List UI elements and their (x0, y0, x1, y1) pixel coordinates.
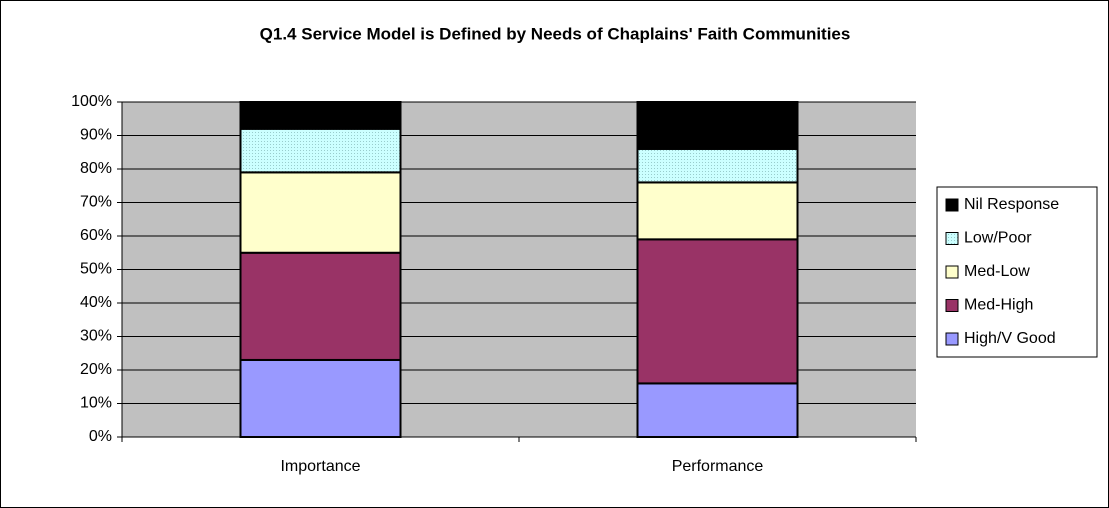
bar-segment (239, 358, 402, 439)
legend-label: Med-High (964, 297, 1033, 314)
y-tick-label: 60% (80, 227, 112, 244)
y-tick-label: 50% (80, 261, 112, 278)
y-tick-label: 100% (71, 93, 112, 110)
x-tick-label: Performance (672, 458, 764, 475)
legend-swatch (945, 332, 959, 346)
legend-swatch (945, 299, 959, 312)
y-tick-label: 40% (80, 294, 112, 311)
bar-segment (239, 101, 402, 130)
bar-segment (636, 101, 799, 150)
bar-segment (239, 127, 402, 174)
bar-segment (239, 171, 402, 254)
y-tick-label: 90% (80, 127, 112, 144)
y-tick-label: 70% (80, 194, 112, 211)
legend-label: Nil Response (964, 196, 1059, 213)
legend-box (936, 186, 1098, 358)
legend-swatch (945, 198, 959, 212)
bar-segment (636, 382, 799, 438)
y-tick-label: 0% (89, 428, 112, 445)
legend-swatch (945, 232, 959, 245)
bar-segment (636, 238, 799, 385)
y-tick-label: 10% (80, 395, 112, 412)
y-tick-label: 80% (80, 160, 112, 177)
legend-label: Med-Low (964, 263, 1030, 280)
bar-segment (239, 251, 402, 361)
bar-segment (636, 147, 799, 184)
y-tick-label: 20% (80, 361, 112, 378)
chart-title: Q1.4 Service Model is Defined by Needs o… (260, 24, 851, 43)
legend-label: Low/Poor (964, 230, 1032, 247)
x-tick-label: Importance (280, 458, 360, 475)
legend-swatch (945, 265, 959, 279)
legend-label: High/V Good (964, 330, 1056, 347)
bar-segment (636, 181, 799, 241)
y-tick-label: 30% (80, 328, 112, 345)
